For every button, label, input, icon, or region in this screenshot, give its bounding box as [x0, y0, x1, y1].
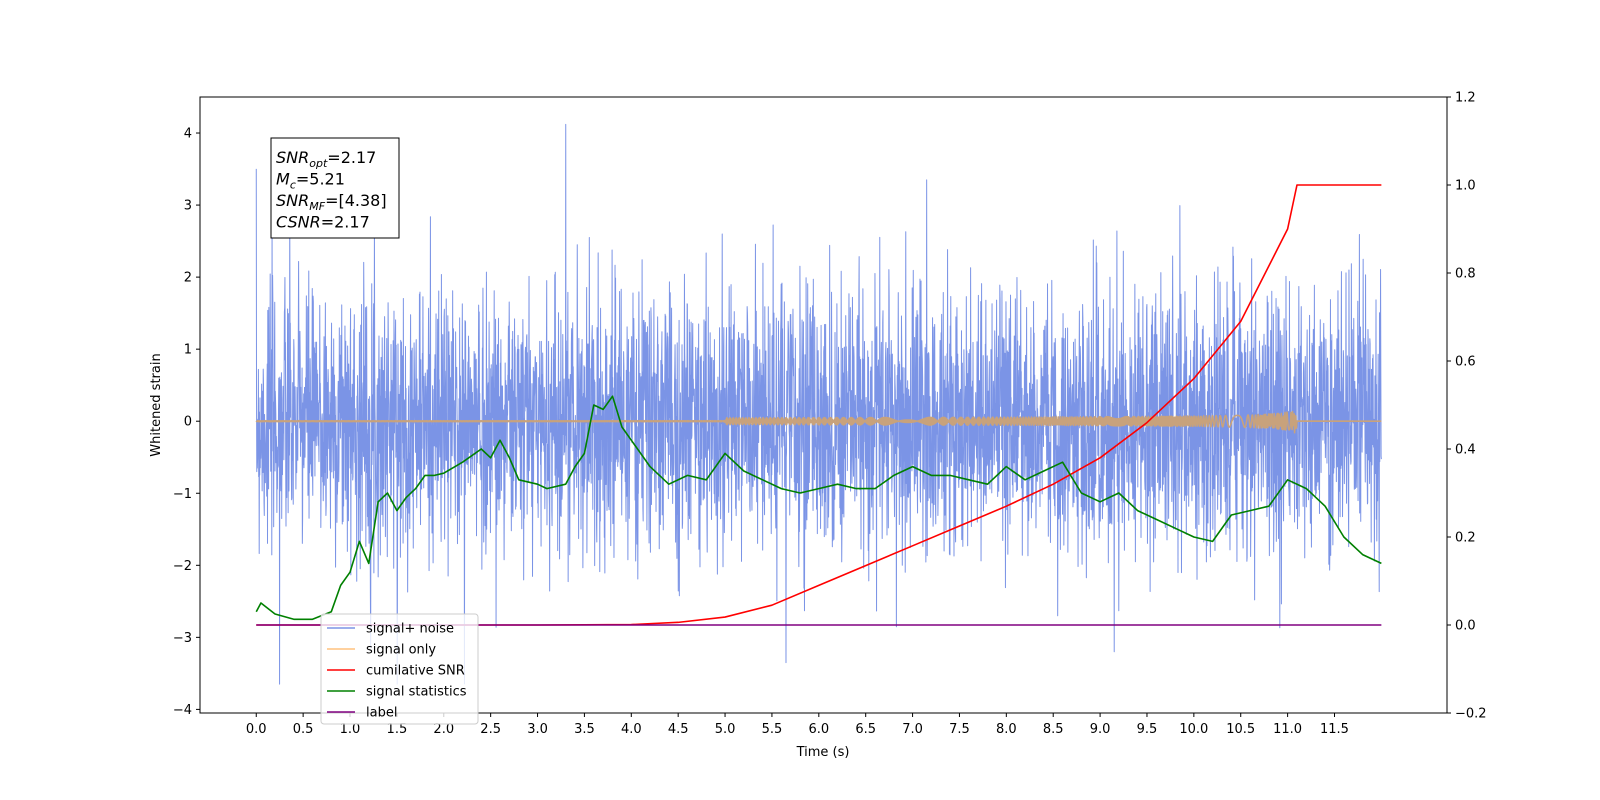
- y-tick-label: 0: [184, 415, 192, 430]
- y2-tick-label: 0.2: [1455, 531, 1476, 546]
- annotation-symbol: SNR: [276, 148, 309, 167]
- legend: signal+ noise signal only cumilative SNR si…: [320, 613, 479, 725]
- legend-label-1: signal only: [366, 643, 436, 658]
- x-tick-label: 8.5: [1043, 722, 1064, 737]
- annotation-csnr: CSNR=2.17: [276, 213, 370, 232]
- x-tick-label: 3.0: [527, 722, 548, 737]
- annotation-value: =5.21: [296, 170, 345, 189]
- x-tick-label: 9.0: [1090, 722, 1111, 737]
- y-tick-label: 2: [184, 271, 192, 286]
- legend-frame: [320, 613, 479, 725]
- x-tick-label: 5.0: [715, 722, 736, 737]
- annotation-value: =2.17: [327, 148, 376, 167]
- y-tick-label: −1: [173, 487, 192, 502]
- y2-tick-label: 1.2: [1455, 91, 1476, 106]
- annotation-subscript: c: [290, 179, 296, 192]
- legend-label-2: cumilative SNR: [366, 664, 465, 679]
- annotation-subscript: opt: [309, 157, 328, 170]
- annotation-snr-mf: SNRMF=[4.38]: [276, 191, 387, 213]
- series-line-3: [255, 395, 1382, 621]
- legend-label-3: signal statistics: [366, 685, 467, 700]
- series-line-2: [256, 184, 1382, 626]
- y2-tick-label: 0.8: [1455, 267, 1476, 282]
- x-axis: 0.0 0.5 1.0 1.5 2.0 2.5 3.0 3.5 4.0 4.5 5.0 5.5 6.0 6…: [246, 713, 1349, 737]
- y2-tick-label: 0.0: [1455, 619, 1476, 634]
- x-tick-label: 5.5: [762, 722, 783, 737]
- annotation-snr-opt: SNRopt=2.17: [276, 148, 376, 170]
- x-tick-label: 6.0: [808, 722, 829, 737]
- y-tick-label: −2: [173, 559, 192, 574]
- x-tick-label: 4.5: [668, 722, 689, 737]
- plot-frame: [199, 96, 1448, 714]
- x-tick-label: 7.5: [949, 722, 970, 737]
- annotation-symbol: M: [276, 170, 290, 189]
- x-tick-label: 3.5: [574, 722, 595, 737]
- series-line-1: [255, 410, 1382, 434]
- y-axis-right: −0.2 0.0 0.2 0.4 0.6 0.8 1.0 1.2: [1447, 91, 1487, 722]
- x-tick-label: 8.0: [996, 722, 1017, 737]
- annotation-value: =[4.38]: [325, 191, 387, 210]
- plot-area: [255, 123, 1382, 685]
- x-tick-label: 11.5: [1320, 722, 1349, 737]
- annotation-subscript: MF: [309, 200, 325, 213]
- legend-label-4: label: [366, 706, 397, 721]
- x-tick-label: 2.0: [433, 722, 454, 737]
- y-axis-left: −4 −3 −2 −1 0 1 2 3 4: [173, 127, 200, 718]
- y2-tick-label: 0.6: [1455, 355, 1476, 370]
- x-tick-label: 10.0: [1179, 722, 1208, 737]
- x-tick-label: 2.5: [480, 722, 501, 737]
- series-line-0: [255, 123, 1382, 685]
- x-tick-label: 11.0: [1273, 722, 1302, 737]
- y-tick-label: −4: [173, 703, 192, 718]
- y2-tick-label: −0.2: [1455, 707, 1487, 722]
- x-tick-label: 9.5: [1137, 722, 1158, 737]
- y-tick-label: 1: [184, 343, 192, 358]
- annotation-value: =2.17: [321, 213, 370, 232]
- y-tick-label: 3: [184, 199, 192, 214]
- y-axis-label: Whitened strain: [149, 353, 164, 456]
- annotation-mc: Mc=5.21: [276, 170, 345, 192]
- y-tick-label: 4: [184, 127, 192, 142]
- x-axis-label: Time (s): [796, 745, 850, 760]
- x-tick-label: 1.0: [340, 722, 361, 737]
- legend-label-0: signal+ noise: [366, 622, 454, 637]
- annotation-symbol: SNR: [276, 191, 309, 210]
- x-tick-label: 1.5: [387, 722, 408, 737]
- x-tick-label: 0.0: [246, 722, 267, 737]
- x-tick-label: 10.5: [1226, 722, 1255, 737]
- x-tick-label: 0.5: [293, 722, 314, 737]
- annotation-frame: [270, 137, 400, 239]
- y2-tick-label: 0.4: [1455, 443, 1476, 458]
- x-tick-label: 7.0: [902, 722, 923, 737]
- annotation-symbol: CSNR: [276, 213, 321, 232]
- x-tick-label: 4.0: [621, 722, 642, 737]
- y2-tick-label: 1.0: [1455, 179, 1476, 194]
- x-tick-label: 6.5: [855, 722, 876, 737]
- y-tick-label: −3: [173, 631, 192, 646]
